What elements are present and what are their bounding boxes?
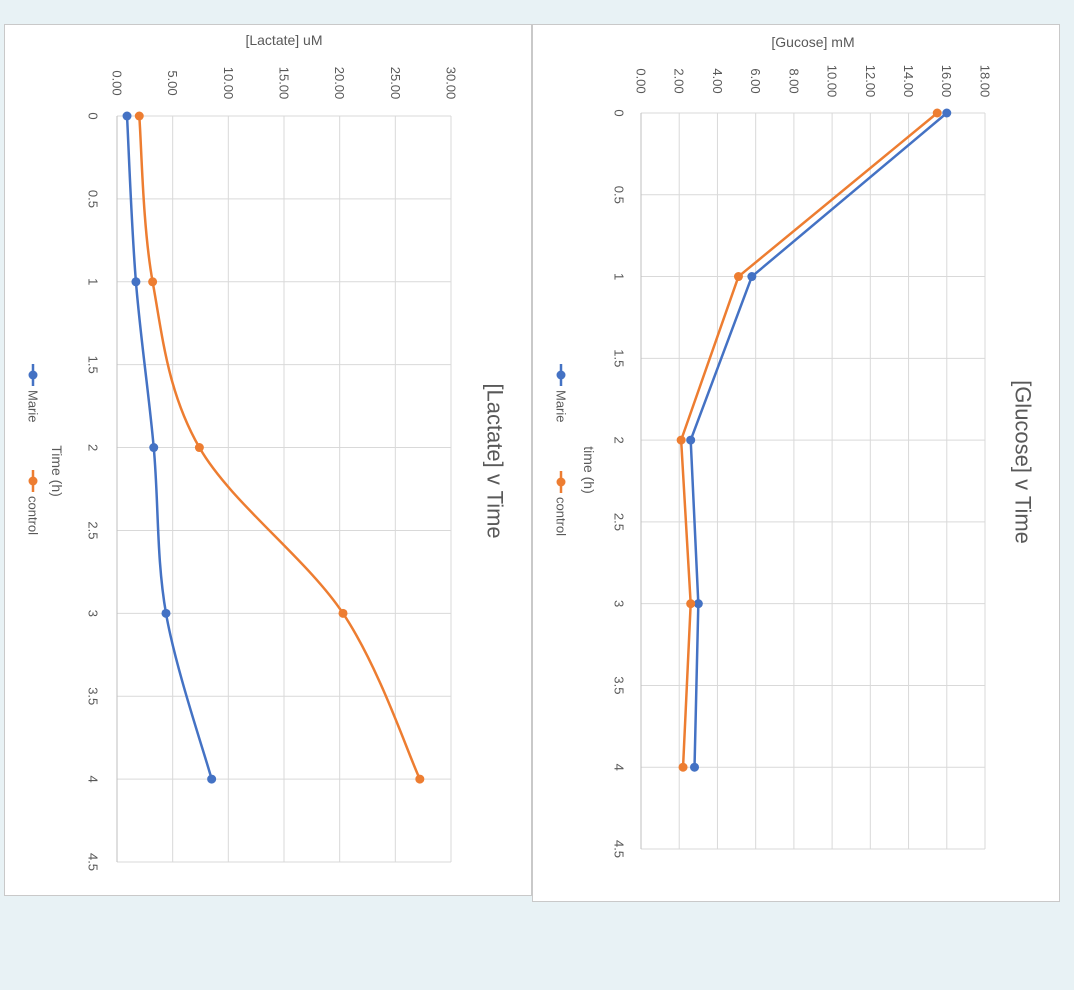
data-point-control	[932, 108, 942, 118]
data-point-control	[194, 443, 204, 453]
x-tick-label: 3	[611, 600, 626, 607]
legend-entry-control: control	[25, 470, 40, 535]
legend-label: Marie	[553, 390, 568, 423]
x-tick-label: 0	[85, 112, 100, 119]
x-tick-label: 0.5	[611, 186, 626, 204]
y-axis-title: [Gucose] mM	[771, 34, 854, 50]
legend-label: Marie	[25, 390, 40, 423]
data-point-control	[676, 435, 686, 445]
y-tick-label: 5.00	[165, 70, 180, 95]
legend-entry-marie: Marie	[553, 364, 568, 423]
x-tick-label: 3.5	[85, 687, 100, 705]
lactate-chart-panel: 0 0.5 1 1.5 2 2.5 3 3.5 4 4.5 0.00 5.00 10.00 15.00 20…	[4, 24, 532, 896]
data-point-marie	[131, 277, 141, 287]
legend-marker-icon	[556, 477, 566, 487]
y-tick-label: 0.00	[109, 70, 124, 95]
y-tick-label: 16.00	[939, 65, 954, 98]
y-tick-label: 18.00	[977, 65, 992, 98]
y-tick-label: 10.00	[221, 67, 236, 100]
data-point-control	[338, 608, 348, 618]
x-tick-label: 1	[85, 278, 100, 285]
y-tick-label: 14.00	[901, 65, 916, 98]
x-tick-label: 2	[611, 436, 626, 443]
y-tick-label: 2.00	[672, 68, 687, 93]
data-point-marie	[693, 599, 703, 609]
y-tick-label: 10.00	[825, 65, 840, 98]
y-tick-label: 12.00	[863, 65, 878, 98]
x-tick-label: 2	[85, 444, 100, 451]
y-tick-label: 15.00	[276, 67, 291, 100]
legend-marker-icon	[556, 370, 566, 380]
chart-title: [Glucose] v Time	[1010, 380, 1035, 544]
data-point-marie	[690, 762, 700, 772]
data-point-control	[686, 599, 696, 609]
x-tick-label: 4	[85, 775, 100, 782]
y-tick-label: 30.00	[443, 67, 458, 100]
x-tick-label: 0	[611, 109, 626, 116]
y-tick-label: 0.00	[633, 68, 648, 93]
y-tick-label: 6.00	[748, 68, 763, 93]
x-axis-title: Time (h)	[49, 445, 65, 497]
legend-label: control	[25, 496, 40, 535]
data-point-marie	[122, 111, 132, 121]
y-tick-label: 4.00	[710, 68, 725, 93]
x-tick-label: 0.5	[85, 190, 100, 208]
data-point-control	[415, 774, 425, 784]
data-point-control	[733, 272, 743, 282]
x-tick-label: 4.5	[85, 853, 100, 871]
data-point-marie	[942, 108, 952, 118]
data-point-control	[148, 277, 158, 287]
x-tick-label: 3.5	[611, 676, 626, 694]
glucose-chart: 0 0.5 1 1.5 2 2.5 3 3.5 4 4.5 0.00 2.00 4.00 6.00 8.00…	[553, 34, 1035, 858]
y-axis-title: [Lactate] uM	[245, 32, 322, 48]
y-tick-label: 20.00	[332, 67, 347, 100]
x-tick-label: 1.5	[611, 349, 626, 367]
y-tick-label: 25.00	[388, 67, 403, 100]
chart-title: [Lactate] v Time	[482, 383, 507, 538]
legend-label: control	[553, 497, 568, 536]
x-tick-label: 3	[85, 610, 100, 617]
data-point-marie	[686, 435, 696, 445]
data-point-marie	[161, 608, 171, 618]
x-tick-label: 2.5	[85, 521, 100, 539]
x-tick-label: 1	[611, 273, 626, 280]
data-point-control	[678, 762, 688, 772]
x-tick-label: 1.5	[85, 356, 100, 374]
x-tick-label: 4	[611, 764, 626, 771]
legend-entry-control: control	[553, 471, 568, 536]
y-tick-label: 8.00	[786, 68, 801, 93]
data-point-marie	[149, 443, 159, 453]
x-tick-label: 2.5	[611, 513, 626, 531]
lactate-chart: 0 0.5 1 1.5 2 2.5 3 3.5 4 4.5 0.00 5.00 10.00 15.00 20…	[25, 32, 507, 871]
glucose-chart-panel: 0 0.5 1 1.5 2 2.5 3 3.5 4 4.5 0.00 2.00 4.00 6.00 8.00…	[532, 24, 1060, 902]
data-point-marie	[747, 272, 757, 282]
x-tick-label: 4.5	[611, 840, 626, 858]
legend-entry-marie: Marie	[25, 364, 40, 423]
x-axis-title: time (h)	[581, 446, 597, 493]
legend-marker-icon	[28, 476, 38, 486]
data-point-marie	[207, 774, 217, 784]
data-point-control	[134, 111, 144, 121]
legend-marker-icon	[28, 370, 38, 380]
